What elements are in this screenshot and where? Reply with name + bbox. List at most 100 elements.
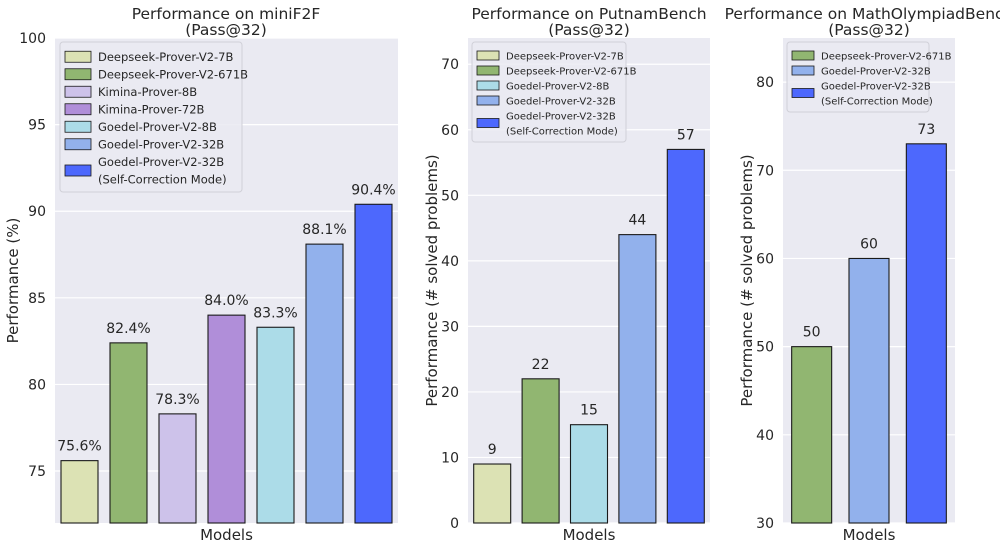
legend-box bbox=[59, 41, 243, 193]
data-label: 15 bbox=[580, 403, 598, 419]
bar bbox=[666, 148, 705, 524]
y-tick-label: 40 bbox=[441, 254, 459, 270]
legend-entry: Goedel-Prover-V2-32B bbox=[476, 95, 616, 108]
y-tick-label: 60 bbox=[756, 251, 774, 267]
legend-label: Kimina-Prover-8B bbox=[98, 85, 197, 99]
y-tick-label: 75 bbox=[28, 464, 46, 480]
bar bbox=[905, 143, 947, 524]
legend-label: Deepseek-Prover-V2-671B bbox=[98, 67, 248, 81]
legend-label: Goedel-Prover-V2-8B bbox=[98, 120, 217, 134]
y-tick-label: 10 bbox=[441, 450, 459, 466]
y-tick-label: 60 bbox=[441, 123, 459, 139]
legend-entry: Goedel-Prover-V2-32B (Self-Correction Mo… bbox=[476, 112, 618, 138]
data-label: 83.3% bbox=[253, 305, 297, 321]
bar bbox=[158, 413, 197, 524]
data-label: 90.4% bbox=[351, 182, 395, 198]
legend-label: (Self-Correction Mode) bbox=[506, 127, 618, 138]
legend-entry: Deepseek-Prover-V2-7B bbox=[476, 50, 624, 63]
legend: Deepseek-Prover-V2-7B Deepseek-Prover-V2-… bbox=[471, 41, 637, 143]
legend-label: Goedel-Prover-V2-32B bbox=[821, 82, 931, 93]
y-tick-label: 0 bbox=[450, 516, 459, 532]
legend-label: Goedel-Prover-V2-32B bbox=[98, 155, 224, 169]
legend-swatch bbox=[476, 50, 500, 61]
chart-panel-3: 30 40 50 60 70 80 50 60 73 Performance on MathOly… bbox=[725, 5, 1000, 544]
y-tick-label: 100 bbox=[19, 31, 46, 47]
legend-swatch bbox=[64, 103, 92, 116]
legend-swatch bbox=[476, 118, 500, 128]
data-label: 57 bbox=[677, 127, 695, 143]
data-label: 73 bbox=[917, 122, 935, 138]
bar bbox=[109, 342, 148, 524]
y-tick-label: 95 bbox=[28, 118, 46, 134]
bar bbox=[791, 346, 833, 524]
legend-entry: Goedel-Prover-V2-8B bbox=[64, 120, 217, 134]
legend-swatch bbox=[476, 95, 500, 106]
data-label: 22 bbox=[532, 357, 550, 373]
y-tick-label: 90 bbox=[28, 204, 46, 220]
legend-label: Deepseek-Prover-V2-671B bbox=[506, 67, 637, 78]
legend-swatch bbox=[64, 164, 92, 177]
data-label: 82.4% bbox=[106, 321, 150, 337]
legend-label: (Self-Correction Mode) bbox=[98, 172, 227, 186]
chart-title: Performance on PutnamBench bbox=[471, 5, 706, 23]
legend-entry: Goedel-Prover-V2-32B (Self-Correction Mo… bbox=[791, 82, 933, 108]
y-tick-label: 50 bbox=[756, 340, 774, 356]
legend-entry: Goedel-Prover-V2-32B bbox=[64, 137, 224, 151]
bar bbox=[618, 234, 657, 524]
y-axis-label: Performance (# solved problems) bbox=[423, 154, 441, 406]
chart-panel-1: 75 80 85 90 95 100 75.6% 82.4% 78.3% 84.0% 83.3% 88… bbox=[4, 5, 398, 544]
legend-box bbox=[786, 41, 930, 113]
legend: Deepseek-Prover-V2-7B Deepseek-Prover-V2-… bbox=[59, 41, 248, 193]
y-tick-label: 80 bbox=[756, 75, 774, 91]
legend-entry: Kimina-Prover-72B bbox=[64, 102, 205, 116]
data-label: 75.6% bbox=[57, 439, 101, 455]
legend-swatch bbox=[64, 85, 92, 98]
data-label: 78.3% bbox=[155, 392, 199, 408]
y-tick-label: 30 bbox=[756, 516, 774, 532]
legend-entry: Goedel-Prover-V2-32B bbox=[791, 65, 931, 78]
y-tick-label: 50 bbox=[441, 188, 459, 204]
legend-entry: Deepseek-Prover-V2-671B bbox=[791, 50, 952, 63]
legend-label: (Self-Correction Mode) bbox=[821, 97, 933, 108]
chart-subtitle: (Pass@32) bbox=[828, 21, 910, 39]
bar bbox=[354, 203, 393, 524]
bar bbox=[256, 326, 295, 524]
legend-label: Deepseek-Prover-V2-671B bbox=[821, 52, 952, 63]
legend-swatch bbox=[476, 80, 500, 91]
legend-entry: Deepseek-Prover-V2-7B bbox=[64, 50, 233, 64]
legend-label: Goedel-Prover-V2-32B bbox=[506, 112, 616, 123]
legend-swatch bbox=[791, 65, 815, 76]
chart-panel-2: 0 10 20 30 40 50 60 70 9 22 15 44 57 Performance on P… bbox=[423, 5, 710, 544]
legend-swatch bbox=[64, 120, 92, 133]
legend-swatch bbox=[791, 88, 815, 98]
bar bbox=[207, 314, 246, 524]
bar bbox=[473, 463, 512, 524]
legend-box bbox=[471, 41, 627, 143]
legend: Deepseek-Prover-V2-671B Goedel-Prover-V2-… bbox=[786, 41, 952, 113]
x-axis-label: Models bbox=[200, 526, 253, 544]
legend-label: Goedel-Prover-V2-8B bbox=[506, 82, 610, 93]
legend-label: Goedel-Prover-V2-32B bbox=[98, 137, 224, 151]
legend-label: Goedel-Prover-V2-32B bbox=[506, 97, 616, 108]
legend-swatch bbox=[791, 50, 815, 61]
data-label: 50 bbox=[803, 325, 821, 341]
data-label: 60 bbox=[860, 236, 878, 252]
y-tick-label: 70 bbox=[756, 163, 774, 179]
legend-label: Kimina-Prover-72B bbox=[98, 102, 205, 116]
legend-label: Deepseek-Prover-V2-7B bbox=[506, 52, 624, 63]
bar bbox=[848, 257, 890, 524]
y-axis-label: Performance (# solved problems) bbox=[738, 154, 756, 406]
chart-title: Performance on miniF2F bbox=[132, 5, 321, 23]
chart-subtitle: (Pass@32) bbox=[548, 21, 630, 39]
y-axis-label: Performance (%) bbox=[4, 218, 22, 344]
bar bbox=[521, 378, 560, 524]
y-tick-label: 80 bbox=[28, 377, 46, 393]
y-tick-label: 30 bbox=[441, 319, 459, 335]
legend-label: Goedel-Prover-V2-32B bbox=[821, 67, 931, 78]
data-label: 9 bbox=[488, 442, 497, 458]
legend-entry: Deepseek-Prover-V2-671B bbox=[64, 67, 248, 81]
bar bbox=[60, 460, 99, 524]
legend-label: Deepseek-Prover-V2-7B bbox=[98, 50, 233, 64]
chart-title: Performance on MathOlympiadBench bbox=[725, 5, 1000, 23]
